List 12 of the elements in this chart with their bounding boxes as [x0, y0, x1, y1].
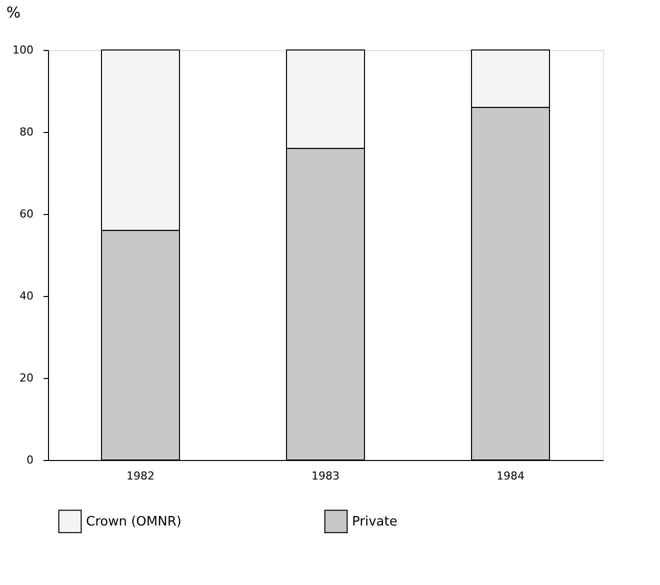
x-tick-label: 1984 [496, 470, 524, 482]
y-tick-label: 80 [20, 126, 34, 138]
y-tick-label: 20 [20, 372, 34, 384]
y-tick-label: 40 [20, 290, 34, 302]
y-tick-label: 0 [26, 454, 34, 466]
legend-label: Crown (OMNR) [86, 514, 182, 530]
y-axis-title: % [6, 4, 21, 22]
legend-label: Private [352, 514, 398, 530]
x-tick-label: 1983 [312, 470, 340, 482]
y-tick-label: 60 [20, 208, 34, 220]
x-tick-label: 1982 [126, 470, 154, 482]
y-tick-label: 100 [12, 44, 34, 56]
